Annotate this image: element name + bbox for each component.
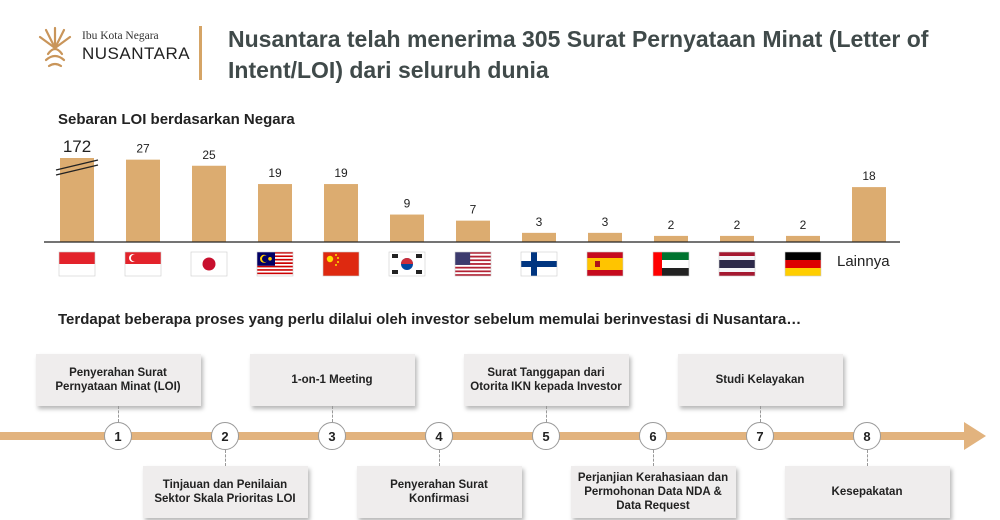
value-label-singapore: 27 [136, 142, 150, 156]
bar-south-korea [390, 214, 424, 242]
process-step-6-connector [653, 450, 654, 466]
process-step-2-marker: 2 [211, 422, 239, 450]
value-label-china: 19 [334, 166, 348, 180]
process-step-5-box: Surat Tanggapan dari Otorita IKN kepada … [463, 354, 629, 406]
category-label-lainnya: Lainnya [837, 253, 890, 270]
bar-indonesia [60, 158, 94, 242]
process-step-8-marker: 8 [853, 422, 881, 450]
loi-bar-chart: 172 27 25 19 19 9 7 3 3 2 2 2 18 [44, 137, 900, 277]
process-step-4-marker: 4 [425, 422, 453, 450]
process-step-2-box: Tinjauan dan Penilaian Sektor Skala Prio… [142, 466, 308, 518]
flag-germany-icon [784, 251, 822, 277]
value-label-united-arab-emirates: 2 [668, 218, 675, 232]
bar-finland [522, 232, 556, 242]
process-step-1-connector [118, 406, 119, 422]
ikn-logo: Ibu Kota Negara NUSANTARA [38, 24, 198, 76]
process-step-3-connector [332, 406, 333, 422]
value-label-lainnya: 18 [862, 169, 876, 183]
process-step-1-box: Penyerahan Surat Pernyataan Minat (LOI) [35, 354, 201, 406]
logo-line-1: Ibu Kota Negara [82, 30, 159, 42]
flag-singapore-icon [124, 251, 162, 277]
value-label-spain: 3 [602, 215, 609, 229]
process-step-7-box: Studi Kelayakan [677, 354, 843, 406]
timeline-arrow [0, 432, 966, 440]
process-step-7-connector [760, 406, 761, 422]
bar-japan [192, 165, 226, 242]
value-label-south-korea: 9 [404, 197, 411, 211]
flag-south-korea-icon [388, 251, 426, 277]
flag-united-arab-emirates-icon [652, 251, 690, 277]
axis-break-mark [55, 159, 99, 171]
value-label-malaysia: 19 [268, 166, 282, 180]
value-label-united-states: 7 [470, 203, 477, 217]
flag-thailand-icon [718, 251, 756, 277]
process-step-7-marker: 7 [746, 422, 774, 450]
logo-line-2: NUSANTARA [82, 44, 191, 63]
process-step-4-connector [439, 450, 440, 466]
flag-finland-icon [520, 251, 558, 277]
bar-united-arab-emirates [654, 235, 688, 242]
process-step-4-box: Penyerahan Surat Konfirmasi [356, 466, 522, 518]
process-step-6-box: Perjanjian Kerahasiaan dan Permohonan Da… [570, 466, 736, 518]
flag-malaysia-icon [256, 251, 294, 277]
process-step-2-connector [225, 450, 226, 466]
bar-lainnya [852, 187, 886, 242]
bar-spain [588, 232, 622, 242]
flag-spain-icon [586, 251, 624, 277]
bar-thailand [720, 235, 754, 242]
nusantara-emblem-icon [38, 26, 72, 68]
process-intro: Terdapat beberapa proses yang perlu dila… [58, 311, 802, 328]
flag-indonesia-icon [58, 251, 96, 277]
process-step-3-marker: 3 [318, 422, 346, 450]
page-title: Nusantara telah menerima 305 Surat Perny… [228, 26, 929, 83]
chart-title: Sebaran LOI berdasarkan Negara [58, 111, 295, 128]
process-step-6-marker: 6 [639, 422, 667, 450]
value-label-germany: 2 [800, 218, 807, 232]
bar-china [324, 184, 358, 242]
bar-singapore [126, 159, 160, 242]
bar-germany [786, 235, 820, 242]
value-label-japan: 25 [202, 148, 216, 162]
flag-united-states-icon [454, 251, 492, 277]
process-step-3-box: 1-on-1 Meeting [249, 354, 415, 406]
process-step-5-connector [546, 406, 547, 422]
process-step-5-marker: 5 [532, 422, 560, 450]
flag-japan-icon [190, 251, 228, 277]
value-label-thailand: 2 [734, 218, 741, 232]
bar-malaysia [258, 184, 292, 242]
value-label-finland: 3 [536, 215, 543, 229]
process-step-8-box: Kesepakatan [784, 466, 950, 518]
process-step-1-marker: 1 [104, 422, 132, 450]
value-label-indonesia: 172 [63, 137, 91, 156]
axis-break-mark [55, 164, 99, 176]
timeline-arrow-head [964, 422, 986, 450]
bar-united-states [456, 220, 490, 242]
flag-china-icon [322, 251, 360, 277]
process-step-8-connector [867, 450, 868, 466]
title-divider [199, 26, 202, 80]
